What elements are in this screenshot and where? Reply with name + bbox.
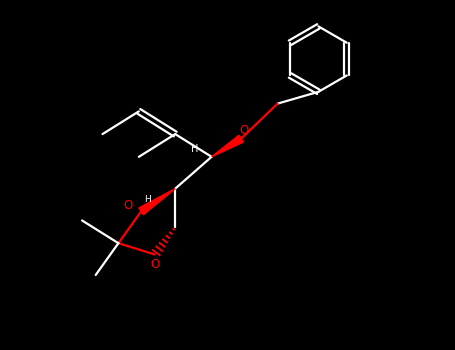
- Text: H: H: [145, 196, 152, 204]
- Text: H: H: [191, 144, 198, 154]
- Polygon shape: [139, 189, 175, 215]
- Text: O: O: [240, 124, 249, 137]
- Text: O: O: [150, 258, 159, 271]
- Polygon shape: [212, 135, 243, 157]
- Text: O: O: [124, 199, 133, 212]
